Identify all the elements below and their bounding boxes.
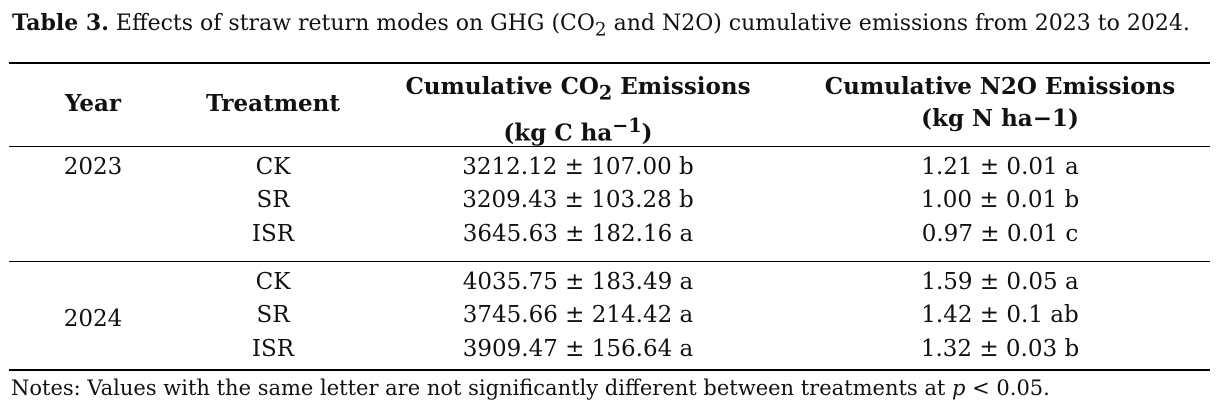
n2o-cell: 1.42 ± 0.1 ab	[921, 302, 1079, 328]
header-co2-line1: Cumulative CO2 Emissions	[405, 71, 750, 110]
header-n2o: Cumulative N2O Emissions (kg N ha−1)	[825, 71, 1175, 135]
header-rule	[9, 146, 1210, 147]
header-co2: Cumulative CO2 Emissions (kg C ha−1)	[405, 71, 750, 149]
caption-text-before: Effects of straw return modes on GHG (CO	[115, 11, 595, 36]
header-co2-unit-close: )	[641, 119, 653, 147]
treatment-cell: CK	[255, 269, 291, 295]
year-cell: 2024	[63, 306, 123, 332]
header-co2-superscript: −1	[612, 113, 642, 137]
treatment-cell: CK	[255, 154, 291, 180]
table-caption: Table 3. Effects of straw return modes o…	[12, 10, 1190, 40]
year-cell: 2023	[63, 154, 123, 180]
header-n2o-line2: (kg N ha−1)	[921, 105, 1079, 132]
caption-subscript: 2	[594, 19, 607, 41]
header-co2-unit: (kg C ha	[503, 119, 613, 147]
group-rule	[9, 261, 1210, 262]
bottom-rule	[9, 369, 1210, 371]
n2o-cell: 1.59 ± 0.05 a	[921, 269, 1079, 295]
header-co2-line2: (kg C ha−1)	[405, 110, 750, 150]
notes-italic: p	[952, 376, 966, 400]
treatment-cell: SR	[256, 302, 290, 328]
co2-cell: 3645.63 ± 182.16 a	[462, 221, 694, 247]
treatment-cell: ISR	[251, 336, 295, 362]
treatment-cell: SR	[256, 187, 290, 213]
n2o-cell: 1.32 ± 0.03 b	[920, 336, 1080, 362]
caption-text-after: and N2O) cumulative emissions from 2023 …	[606, 11, 1190, 36]
header-co2-text: Cumulative CO	[405, 73, 599, 100]
table-notes: Notes: Values with the same letter are n…	[11, 376, 1050, 400]
treatment-cell: ISR	[251, 221, 295, 247]
co2-cell: 3209.43 ± 103.28 b	[462, 187, 694, 213]
header-co2-subscript: 2	[598, 81, 613, 105]
header-n2o-line1: Cumulative N2O Emissions	[824, 73, 1176, 100]
co2-cell: 3212.12 ± 107.00 b	[462, 154, 694, 180]
notes-text: Notes: Values with the same letter are n…	[11, 376, 953, 400]
n2o-cell: 1.00 ± 0.01 b	[920, 187, 1080, 213]
co2-cell: 3909.47 ± 156.64 a	[462, 336, 694, 362]
header-year: Year	[64, 90, 122, 117]
notes-text-after: < 0.05.	[965, 376, 1050, 400]
co2-cell: 3745.66 ± 214.42 a	[462, 302, 694, 328]
co2-cell: 4035.75 ± 183.49 a	[462, 269, 694, 295]
header-co2-text-after: Emissions	[612, 73, 751, 100]
header-treatment: Treatment	[205, 90, 341, 117]
n2o-cell: 1.21 ± 0.01 a	[921, 154, 1079, 180]
caption-label: Table 3.	[12, 10, 109, 36]
top-rule	[9, 62, 1210, 64]
n2o-cell: 0.97 ± 0.01 c	[921, 221, 1079, 247]
